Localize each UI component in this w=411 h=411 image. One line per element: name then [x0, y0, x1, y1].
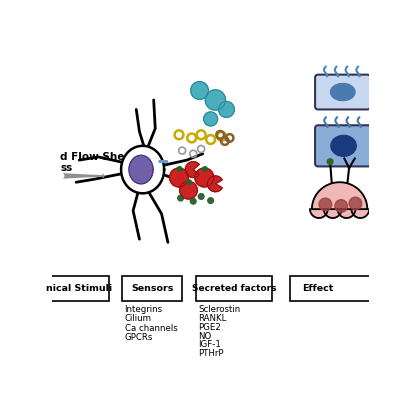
Polygon shape [331, 135, 356, 156]
Text: d Flow Shear: d Flow Shear [60, 152, 137, 162]
Wedge shape [208, 176, 222, 192]
Circle shape [327, 159, 333, 164]
Text: IGF-1: IGF-1 [199, 340, 222, 349]
FancyBboxPatch shape [48, 276, 109, 301]
FancyBboxPatch shape [315, 125, 372, 166]
Circle shape [178, 195, 183, 201]
Polygon shape [129, 155, 153, 184]
Polygon shape [121, 146, 164, 193]
Text: PTHrP: PTHrP [199, 349, 224, 358]
Circle shape [349, 197, 362, 210]
Polygon shape [351, 209, 369, 218]
Text: RANKL: RANKL [199, 314, 227, 323]
Circle shape [191, 82, 208, 99]
Polygon shape [324, 209, 342, 218]
Text: Effect: Effect [302, 284, 334, 293]
Circle shape [180, 181, 197, 199]
Polygon shape [310, 209, 328, 218]
Wedge shape [185, 162, 199, 178]
Circle shape [178, 167, 182, 171]
Polygon shape [312, 182, 367, 209]
Text: ss: ss [60, 163, 73, 173]
FancyBboxPatch shape [315, 75, 370, 109]
Text: Ca channels: Ca channels [125, 324, 177, 333]
Polygon shape [338, 209, 356, 218]
Text: Cilium: Cilium [125, 314, 152, 323]
Text: NO: NO [199, 332, 212, 341]
Text: nical Stimuli: nical Stimuli [46, 284, 112, 293]
Circle shape [335, 200, 348, 212]
Text: Integrins: Integrins [125, 305, 163, 314]
FancyBboxPatch shape [290, 276, 375, 301]
Text: Sclerostin: Sclerostin [199, 305, 241, 314]
FancyBboxPatch shape [122, 276, 182, 301]
Circle shape [195, 168, 214, 187]
Circle shape [204, 112, 217, 126]
Circle shape [169, 168, 189, 187]
Circle shape [203, 167, 207, 171]
Text: GPCRs: GPCRs [125, 333, 153, 342]
Circle shape [208, 198, 213, 203]
Polygon shape [330, 83, 355, 101]
Circle shape [319, 198, 332, 211]
Circle shape [205, 90, 226, 110]
Circle shape [187, 180, 192, 185]
Circle shape [198, 194, 204, 199]
Text: Secreted factors: Secreted factors [192, 284, 277, 293]
Text: Sensors: Sensors [131, 284, 173, 293]
Text: PGE2: PGE2 [199, 323, 222, 332]
Circle shape [190, 199, 196, 204]
Circle shape [219, 102, 234, 118]
FancyBboxPatch shape [196, 276, 272, 301]
